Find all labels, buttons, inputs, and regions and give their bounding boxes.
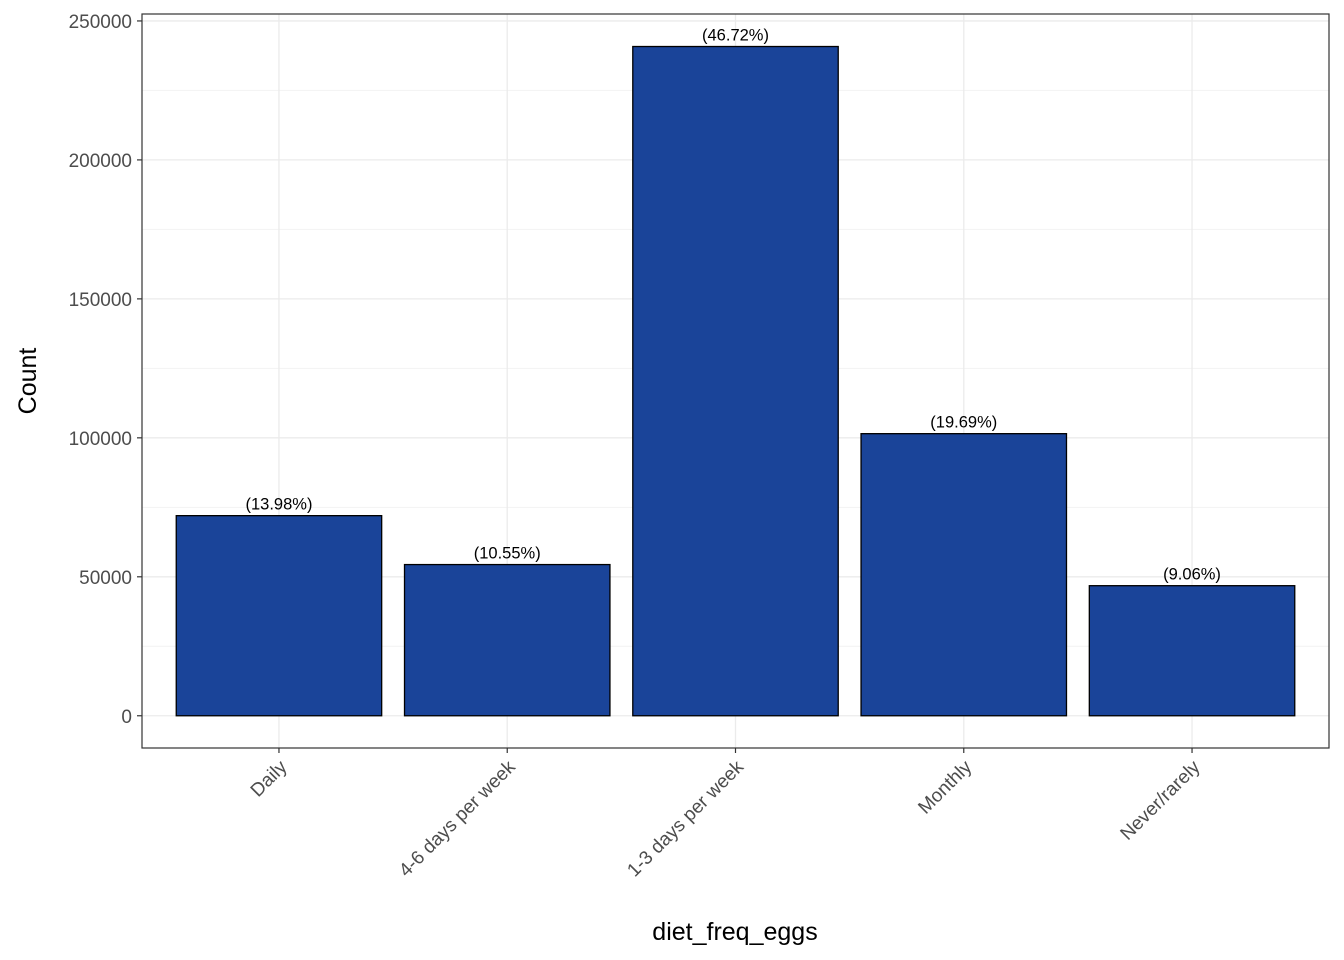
data-label: (9.06%) — [1163, 566, 1221, 584]
data-labels-group: (13.98%) (10.55%) (46.72%) (19.69%) (9.06%) — [245, 27, 1220, 584]
bar — [860, 433, 1068, 717]
y-axis: 0 50000 100000 150000 200000 250000 — [69, 12, 142, 728]
y-tick-label: 0 — [121, 707, 132, 728]
x-axis: Daily 4-6 days per week 1-3 days per week M… — [247, 748, 1205, 881]
data-label: (19.69%) — [930, 414, 997, 432]
y-tick-label: 50000 — [79, 568, 132, 589]
x-tick-label: Monthly — [914, 756, 976, 818]
bar — [403, 563, 611, 717]
y-tick-label: 150000 — [69, 290, 132, 311]
bar — [1088, 585, 1296, 717]
y-tick-label: 250000 — [69, 12, 132, 33]
x-tick-label: Never/rarely — [1117, 756, 1205, 844]
x-tick-label: Daily — [247, 756, 292, 801]
data-label: (13.98%) — [245, 496, 312, 514]
bar — [632, 45, 839, 717]
x-axis-title: diet_freq_eggs — [652, 918, 817, 946]
bars-group — [175, 45, 1296, 717]
x-tick-label: 1-3 days per week — [623, 756, 748, 881]
data-label: (10.55%) — [474, 545, 541, 563]
data-label: (46.72%) — [702, 27, 769, 45]
y-axis-title: Count — [14, 348, 42, 415]
y-tick-label: 100000 — [69, 429, 132, 450]
bar — [175, 515, 383, 717]
x-tick-label: 4-6 days per week — [395, 756, 520, 881]
y-tick-label: 200000 — [69, 151, 132, 172]
